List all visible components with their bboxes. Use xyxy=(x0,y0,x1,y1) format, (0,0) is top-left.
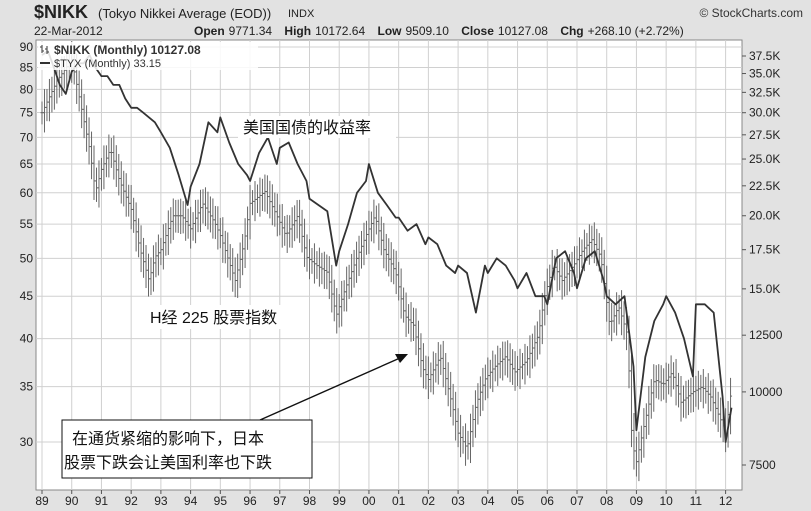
left-tick-label: 65 xyxy=(20,157,34,171)
high-value: 10172.64 xyxy=(315,24,366,38)
left-tick-label: 80 xyxy=(20,82,34,96)
x-tick-label: 95 xyxy=(214,494,228,508)
open-value: 9771.34 xyxy=(228,24,273,38)
right-tick-label: 22.5K xyxy=(749,179,780,193)
x-tick-label: 90 xyxy=(65,494,79,508)
right-tick-label: 32.5K xyxy=(749,85,780,99)
ohlc-readout: Open 9771.34 High 10172.64 Low 9509.10 Clos… xyxy=(194,24,684,38)
right-tick-label: 12500 xyxy=(749,328,783,342)
right-axis: 7500 10000 12500 15.0K 17.5K 20.0K 22.5K 25.0K 2… xyxy=(742,49,783,472)
x-tick-label: 96 xyxy=(243,494,257,508)
low-value: 9509.10 xyxy=(405,24,449,38)
left-tick-label: 60 xyxy=(20,186,34,200)
x-tick-label: 91 xyxy=(95,494,109,508)
x-tick-label: 10 xyxy=(659,494,673,508)
right-tick-label: 25.0K xyxy=(749,152,780,166)
x-tick-label: 92 xyxy=(124,494,138,508)
chg-label: Chg xyxy=(560,24,584,38)
annotation-treasury-text: 美国国债的收益率 xyxy=(243,119,371,137)
x-tick-label: 00 xyxy=(362,494,376,508)
x-tick-label: 09 xyxy=(630,494,644,508)
right-tick-label: 27.5K xyxy=(749,128,780,142)
symbol-description: (Tokyo Nikkei Average (EOD)) xyxy=(98,6,272,21)
callout-line-2: 股票下跌会让美国利率也下跌 xyxy=(64,454,272,472)
x-tick-label: 08 xyxy=(600,494,614,508)
x-tick-label: 06 xyxy=(541,494,555,508)
callout-arrow-line xyxy=(259,357,401,421)
annotation-nikkei-text: H经 225 股票指数 xyxy=(150,309,277,327)
x-tick-label: 01 xyxy=(392,494,406,508)
x-tick-label: 98 xyxy=(303,494,317,508)
x-tick-label: 94 xyxy=(184,494,198,508)
open-label: Open xyxy=(194,24,225,38)
legend: $NIKK (Monthly) 10127.08 $TYX (Monthly) … xyxy=(38,42,258,70)
left-tick-label: 55 xyxy=(20,217,34,231)
x-tick-label: 97 xyxy=(273,494,287,508)
left-axis: 30 35 40 45 50 55 60 65 70 75 80 85 90 xyxy=(20,40,34,449)
arrow-head-icon xyxy=(395,354,408,363)
left-tick-label: 30 xyxy=(20,435,34,449)
date-label: 22-Mar-2012 xyxy=(34,24,103,38)
left-tick-label: 85 xyxy=(20,61,34,75)
x-tick-label: 11 xyxy=(690,494,703,508)
ohlc-bar-icon xyxy=(40,45,49,54)
right-tick-label: 35.0K xyxy=(749,67,780,81)
right-tick-label: 10000 xyxy=(749,385,783,399)
callout-box xyxy=(61,419,313,479)
exchange-label: INDX xyxy=(288,8,315,20)
left-tick-label: 40 xyxy=(20,332,34,346)
x-tick-label: 93 xyxy=(154,494,168,508)
chg-value: +268.10 (+2.72%) xyxy=(587,24,684,38)
x-axis: 89 90 91 92 93 94 95 96 97 98 99 00 01 02 03 04 05 06 07 08… xyxy=(35,490,733,508)
left-tick-label: 35 xyxy=(20,380,34,394)
brand-label: © StockCharts.com xyxy=(699,6,803,20)
close-label: Close xyxy=(461,24,494,38)
x-tick-label: 07 xyxy=(570,494,584,508)
low-label: Low xyxy=(377,24,402,38)
x-tick-label: 04 xyxy=(481,494,495,508)
right-tick-label: 17.5K xyxy=(749,243,780,257)
x-tick-label: 03 xyxy=(451,494,465,508)
high-label: High xyxy=(284,24,312,38)
x-tick-label: 05 xyxy=(511,494,525,508)
right-tick-label: 7500 xyxy=(749,458,776,472)
right-tick-label: 37.5K xyxy=(749,49,780,63)
right-tick-label: 30.0K xyxy=(749,106,780,120)
left-tick-label: 70 xyxy=(20,130,34,144)
callout-line-1: 在通货紧缩的影响下，日本 xyxy=(72,430,264,448)
left-tick-label: 90 xyxy=(20,40,34,54)
annotation-treasury: 美国国债的收益率 xyxy=(238,116,396,138)
legend-tyx: $TYX (Monthly) 33.15 xyxy=(54,58,161,70)
left-tick-label: 75 xyxy=(20,106,34,120)
legend-nikkei: $NIKK (Monthly) 10127.08 xyxy=(54,43,201,57)
callout: 在通货紧缩的影响下，日本 股票下跌会让美国利率也下跌 xyxy=(61,354,408,479)
tyx-series-line xyxy=(41,50,733,443)
x-tick-label: 89 xyxy=(35,494,49,508)
close-value: 10127.08 xyxy=(497,24,548,38)
x-tick-label: 02 xyxy=(422,494,436,508)
right-tick-label: 15.0K xyxy=(749,282,780,296)
x-tick-label: 12 xyxy=(719,494,733,508)
left-tick-label: 50 xyxy=(20,251,34,265)
left-tick-label: 45 xyxy=(20,289,34,303)
symbol-title: $NIKK xyxy=(34,2,89,22)
x-tick-label: 99 xyxy=(333,494,347,508)
annotation-nikkei: H经 225 股票指数 xyxy=(145,305,305,329)
right-tick-label: 20.0K xyxy=(749,209,780,223)
